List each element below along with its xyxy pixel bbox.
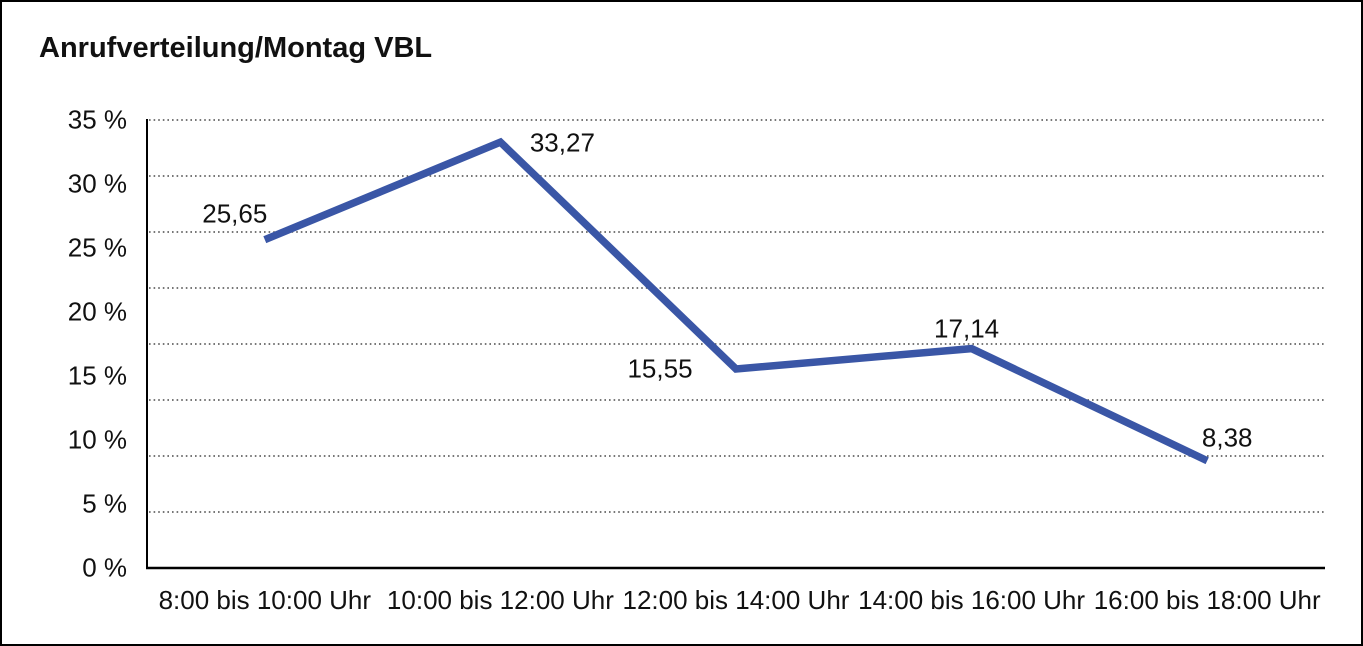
y-axis-tick-label: 15 % — [67, 360, 127, 391]
y-axis-tick-label: 35 % — [67, 104, 127, 135]
y-axis-tick-label: 25 % — [67, 232, 127, 263]
y-axis-tick-label: 5 % — [82, 488, 127, 519]
data-point-value-label: 8,38 — [1201, 422, 1253, 453]
y-axis-tick-label: 30 % — [67, 168, 127, 199]
chart-title: Anrufverteilung/Montag VBL — [39, 32, 433, 64]
data-point-value-label: 25,65 — [202, 198, 268, 229]
data-series-line — [263, 137, 1209, 465]
data-point-value-label: 15,55 — [627, 353, 693, 384]
x-axis-category-label: 16:00 bis 18:00 Uhr — [1093, 585, 1321, 615]
x-axis-category-label: 10:00 bis 12:00 Uhr — [386, 585, 614, 615]
gridlines — [149, 119, 1325, 513]
y-axis-tick-label: 0 % — [82, 552, 127, 583]
y-axis-tick-label: 20 % — [67, 296, 127, 327]
data-point-value-label: 33,27 — [529, 127, 595, 158]
data-point-value-label: 17,14 — [934, 313, 1000, 344]
y-axis-tick-label: 10 % — [67, 424, 127, 455]
x-axis-category-label: 12:00 bis 14:00 Uhr — [622, 585, 850, 615]
x-axis-category-label: 8:00 bis 10:00 Uhr — [158, 585, 372, 615]
x-axis-category-label: 14:00 bis 16:00 Uhr — [858, 585, 1086, 615]
